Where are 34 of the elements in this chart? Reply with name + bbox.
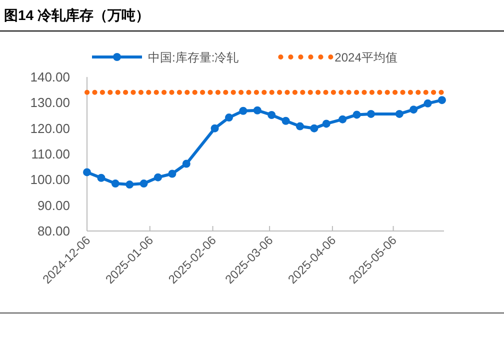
y-tick-label: 120.00 [30,120,70,136]
point [83,168,91,176]
point [410,106,418,114]
point [268,110,276,119]
point [168,170,176,178]
point [282,116,290,125]
y-tick-label: 130.00 [30,95,70,110]
y-tick-label: 100.00 [30,172,70,188]
point [111,180,120,188]
point [182,160,190,168]
y-tick-label: 80.00 [37,224,70,238]
point [97,174,106,182]
y-tick-label: 140.00 [30,70,70,84]
y-tick-label: 110.00 [31,146,70,162]
point [154,173,162,182]
point [438,96,446,104]
point [322,120,330,128]
point [352,110,361,119]
point [239,106,248,115]
point [210,124,219,132]
point [126,180,134,189]
y-tick-label: 90.00 [37,198,70,213]
point [395,110,404,118]
point [224,114,233,122]
point [424,99,432,108]
point [140,180,148,188]
point [310,124,318,132]
point [338,115,347,124]
legend-label: 2024平均值 [334,50,398,64]
legend-label: 中国:库存量:冷轧 [148,50,239,64]
point [296,122,304,130]
point [366,110,375,118]
point [253,106,262,114]
chart-title: 图14 冷轧库存（万吨） [4,7,150,23]
